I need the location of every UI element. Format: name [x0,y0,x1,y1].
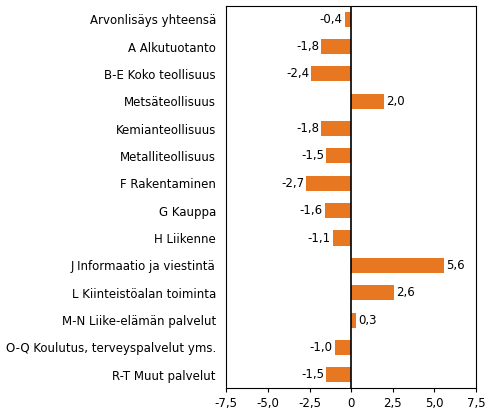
Text: -1,0: -1,0 [309,341,332,354]
Text: -1,6: -1,6 [300,204,323,217]
Text: -2,7: -2,7 [281,177,304,190]
Text: 0,3: 0,3 [358,314,377,327]
Bar [311,67,351,82]
Bar [351,285,394,300]
Bar [306,176,351,191]
Text: 2,0: 2,0 [386,95,405,108]
Text: -1,5: -1,5 [301,149,324,163]
Bar [326,367,351,382]
Text: -1,5: -1,5 [301,368,324,381]
Text: -2,4: -2,4 [286,67,309,80]
Text: 2,6: 2,6 [397,286,415,299]
Bar [321,39,351,54]
Bar [351,94,384,109]
Bar [345,12,351,27]
Text: 5,6: 5,6 [446,259,465,272]
Bar [351,258,444,273]
Text: -1,1: -1,1 [308,232,331,245]
Bar [321,121,351,136]
Bar [326,149,351,163]
Text: -1,8: -1,8 [296,40,319,53]
Text: -0,4: -0,4 [320,13,343,26]
Bar [333,230,351,245]
Bar [325,203,351,218]
Bar [334,340,351,355]
Text: -1,8: -1,8 [296,122,319,135]
Bar [351,312,356,327]
